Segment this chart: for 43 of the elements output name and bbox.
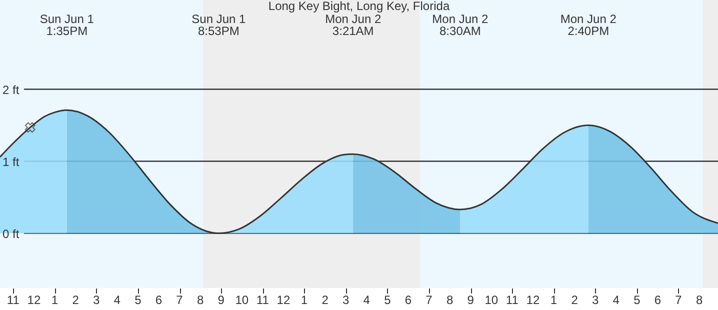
- x-tick-label: 7: [426, 293, 433, 307]
- x-tick-label: 2: [322, 293, 329, 307]
- x-tick-label: 9: [218, 293, 225, 307]
- x-tick-label: 12: [276, 293, 290, 307]
- x-tick-label: 8: [696, 293, 703, 307]
- x-tick-label: 11: [256, 293, 270, 307]
- x-tick-label: 4: [612, 293, 620, 307]
- x2-tick-label: Mon Jun 2 8:30AM: [432, 12, 489, 38]
- x-tick-label: 10: [484, 293, 498, 307]
- x-tick-label: 11: [6, 293, 20, 307]
- x-tick-label: 1: [300, 293, 308, 307]
- x-tick-label: 7: [675, 293, 682, 307]
- x-tick-label: 3: [92, 293, 100, 307]
- x-tick-label: 10: [235, 293, 249, 307]
- x2-tick-label: Mon Jun 2 2:40PM: [560, 12, 617, 38]
- x2-tick-label: Mon Jun 2 3:21AM: [325, 12, 382, 38]
- x-tick-label: 6: [155, 293, 162, 307]
- chart-title: Long Key Bight, Long Key, Florida: [268, 0, 450, 13]
- y-tick-label: 2 ft: [2, 82, 20, 97]
- x-tick-label: 8: [446, 293, 454, 307]
- x-tick-label: 1: [550, 293, 558, 307]
- y-tick-label: 0 ft: [2, 226, 20, 241]
- x-tick-label: 1: [51, 293, 58, 307]
- x-tick-label: 5: [384, 293, 392, 307]
- x-tick-label: 8: [196, 293, 204, 307]
- x-tick-label: 6: [404, 293, 412, 307]
- x2-tick-label: Sun Jun 1 1:35PM: [40, 12, 94, 38]
- x-tick-label: 11: [506, 293, 519, 307]
- y-tick-label: 1 ft: [2, 154, 20, 169]
- x-tick-label: 12: [526, 293, 540, 307]
- x-tick-label: 9: [467, 293, 474, 307]
- x-tick-label: 4: [114, 293, 121, 307]
- x-tick-label: 5: [634, 293, 641, 307]
- x-tick-label: 4: [363, 293, 370, 307]
- x-tick-label: 12: [27, 293, 41, 307]
- x2-tick-label: Sun Jun 1 8:53PM: [192, 12, 246, 38]
- x-tick-label: 7: [176, 293, 184, 307]
- x-tick-label: 5: [134, 293, 142, 307]
- x-tick-label: 6: [654, 293, 662, 307]
- x-tick-label: 3: [592, 293, 599, 307]
- x-tick-label: 2: [72, 293, 80, 307]
- x-tick-label: 2: [571, 293, 578, 307]
- x-tick-label: 3: [342, 293, 350, 307]
